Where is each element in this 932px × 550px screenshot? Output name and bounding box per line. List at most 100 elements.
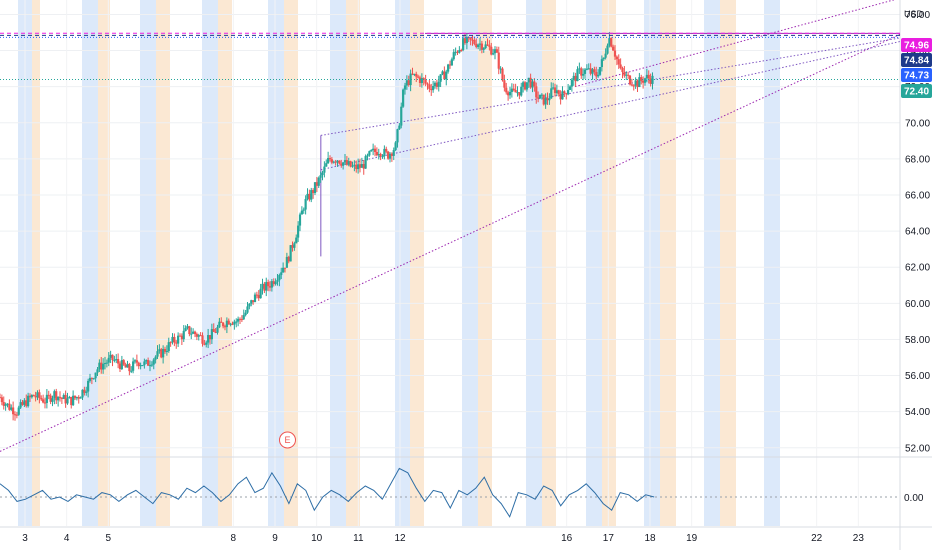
candle-body — [373, 148, 377, 152]
oscillator-line — [0, 467, 655, 518]
candle-body — [17, 407, 20, 415]
time-tick-label: 22 — [811, 533, 823, 544]
candle-body — [285, 256, 288, 268]
candle-body — [137, 362, 140, 367]
candle-body — [115, 359, 118, 361]
candle-body — [126, 364, 129, 368]
candle-body — [177, 335, 180, 344]
price-tick-label: 52.00 — [905, 443, 930, 454]
candle-body — [358, 164, 362, 168]
candle-body — [343, 160, 347, 163]
session-band — [284, 0, 298, 526]
candle-body — [238, 318, 242, 320]
candle-body — [520, 86, 523, 96]
trendline[interactable] — [574, 0, 900, 88]
candle-body — [45, 394, 48, 403]
time-tick-label: 16 — [561, 533, 573, 544]
candle-body — [270, 281, 273, 288]
candle-body — [561, 91, 564, 100]
candle-body — [544, 98, 547, 105]
candle-body — [117, 359, 120, 364]
candle-body — [128, 364, 131, 372]
candle-body — [460, 50, 463, 52]
candle-body — [387, 151, 390, 159]
candle-body — [293, 243, 296, 248]
candle-body — [312, 190, 315, 194]
candle-body — [4, 404, 7, 406]
candle-body — [632, 85, 635, 87]
candle-body — [480, 43, 483, 50]
candle-body — [508, 91, 512, 96]
event-marker[interactable]: E — [279, 431, 296, 449]
candle-body — [94, 372, 97, 379]
candle-body — [465, 37, 468, 44]
candle-body — [375, 151, 378, 156]
candle-body — [338, 160, 341, 164]
candle-body — [490, 46, 493, 55]
session-band — [395, 0, 410, 526]
candle-body — [473, 39, 476, 44]
session-band — [542, 0, 556, 526]
time-tick-label: 18 — [644, 533, 656, 544]
candle-body — [319, 175, 322, 178]
trendline[interactable] — [320, 41, 901, 171]
candle-body — [255, 294, 258, 296]
candle-body — [388, 153, 392, 159]
candle-body — [102, 363, 105, 370]
candle-body — [244, 312, 247, 316]
session-band — [704, 0, 720, 526]
event-marker-circle[interactable] — [279, 431, 296, 449]
candle-body — [21, 402, 24, 405]
candle-body — [263, 283, 266, 291]
candle-body — [310, 190, 313, 200]
candle-body — [130, 370, 133, 372]
candlestick-series — [0, 31, 654, 421]
trendline[interactable] — [0, 33, 901, 452]
candle-body — [2, 402, 5, 406]
candle-body — [340, 163, 343, 166]
price-tick-label: 62.00 — [905, 263, 930, 274]
price-tag-label: 74.96 — [904, 41, 929, 52]
candle-body — [10, 407, 13, 410]
candle-body — [274, 281, 277, 285]
candle-body — [415, 73, 418, 77]
price-tag-label: 74.73 — [904, 71, 929, 82]
candle-body — [133, 360, 137, 362]
candle-body — [173, 336, 176, 343]
candle-body — [199, 335, 202, 337]
candle-body — [619, 64, 622, 68]
candle-body — [0, 397, 2, 399]
time-tick-label: 3 — [22, 533, 28, 544]
candle-body — [432, 85, 435, 91]
candle-body — [553, 87, 557, 94]
candle-body — [477, 44, 480, 48]
candle-body — [499, 68, 502, 70]
candle-body — [403, 85, 407, 90]
time-tick-label: 10 — [311, 533, 323, 544]
candle-body — [148, 365, 152, 367]
candle-body — [400, 106, 403, 126]
candle-body — [92, 378, 95, 380]
candle-body — [73, 395, 77, 399]
session-band — [156, 0, 170, 526]
candle-body — [282, 267, 285, 273]
candle-body — [627, 74, 630, 76]
candle-body — [407, 80, 410, 86]
candle-body — [523, 82, 527, 90]
candle-body — [385, 148, 388, 152]
candle-body — [576, 69, 579, 82]
candle-body — [268, 286, 272, 288]
candle-body — [366, 155, 369, 157]
oscillator-pane — [0, 467, 900, 518]
candle-body — [88, 377, 92, 381]
candle-body — [452, 52, 455, 60]
candle-body — [345, 160, 348, 165]
candle-body — [118, 363, 122, 370]
candle-body — [186, 326, 189, 329]
candle-body — [458, 50, 461, 53]
session-band — [764, 0, 780, 526]
candle-body — [154, 356, 157, 360]
candle-body — [383, 148, 386, 157]
candle-body — [325, 163, 328, 167]
